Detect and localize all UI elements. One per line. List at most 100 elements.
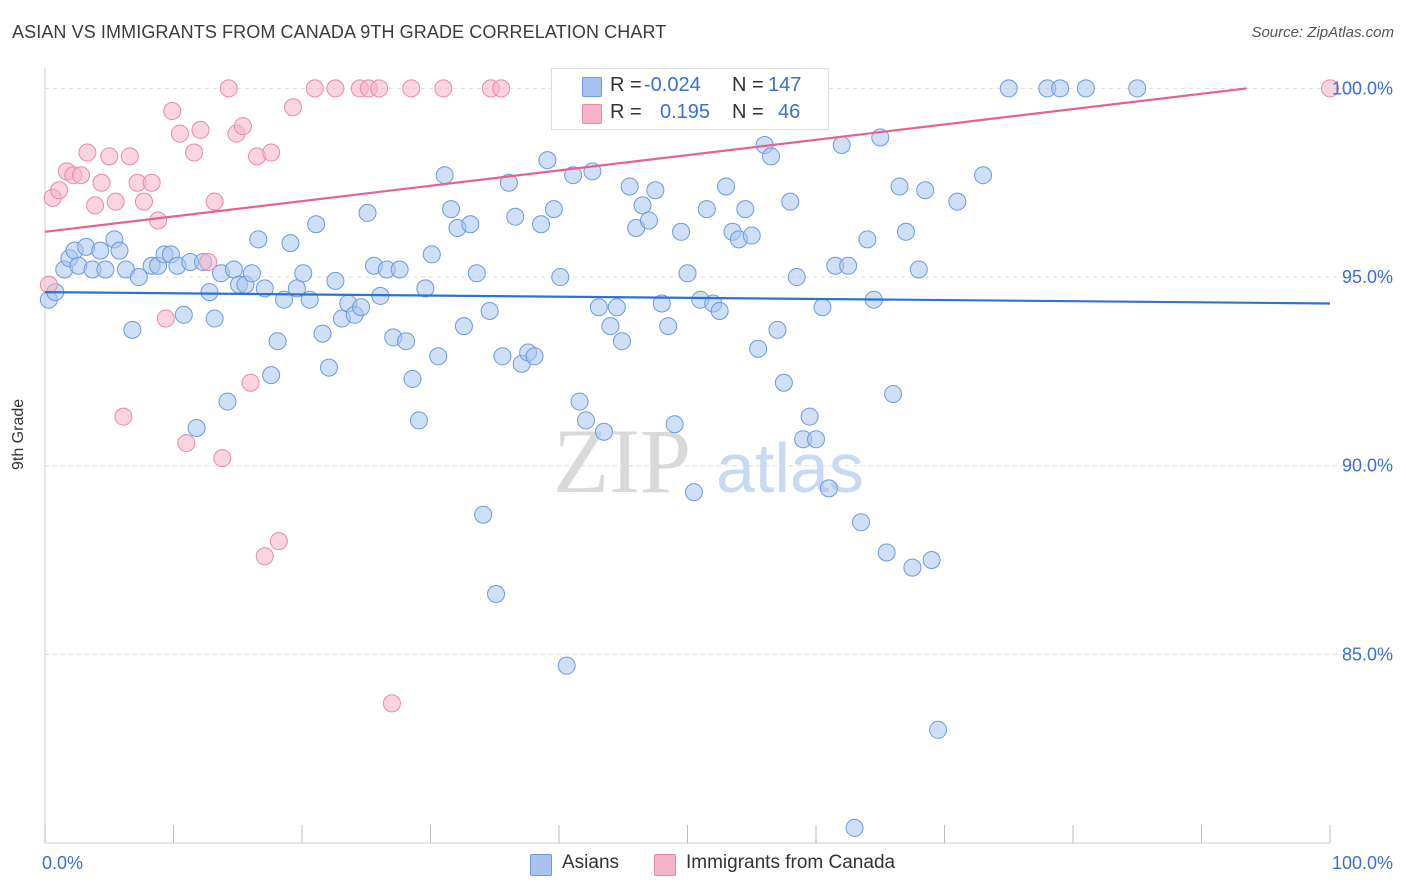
data-point: [106, 192, 125, 211]
legend: R = -0.024 N = 147 R = 0.195 N = 46: [551, 68, 829, 130]
bottom-legend-label-asians: Asians: [562, 852, 620, 873]
data-point: [659, 317, 678, 336]
data-point: [163, 102, 182, 121]
data-point: [884, 385, 903, 404]
data-point: [205, 309, 224, 328]
data-point: [255, 547, 274, 566]
data-point: [652, 294, 671, 313]
data-point: [205, 192, 224, 211]
data-point: [749, 339, 768, 358]
legend-n-value: 46: [778, 101, 801, 123]
data-point: [39, 275, 58, 294]
data-point: [492, 79, 511, 98]
data-point: [149, 211, 168, 230]
data-point: [434, 79, 453, 98]
data-point: [594, 422, 613, 441]
data-point: [199, 252, 218, 271]
data-point: [422, 245, 441, 264]
data-point: [307, 215, 326, 234]
data-point: [129, 268, 148, 287]
data-point: [382, 694, 401, 713]
data-point: [487, 584, 506, 603]
data-point: [672, 222, 691, 241]
watermark-atlas: atlas: [716, 429, 864, 507]
data-point: [435, 166, 454, 185]
data-point: [896, 222, 915, 241]
data-point: [557, 656, 576, 675]
data-point: [532, 215, 551, 234]
data-point: [832, 136, 851, 155]
data-point: [1128, 79, 1147, 98]
data-point: [787, 268, 806, 287]
data-point: [819, 479, 838, 498]
data-point: [91, 241, 110, 260]
data-point: [678, 264, 697, 283]
data-point: [403, 369, 422, 388]
data-point: [544, 200, 563, 219]
data-point: [409, 411, 428, 430]
data-point: [493, 347, 512, 366]
data-point: [96, 260, 115, 279]
data-point: [620, 177, 639, 196]
data-point: [974, 166, 993, 185]
y-tick-label: 85.0%: [1342, 644, 1393, 664]
data-point: [909, 260, 928, 279]
trend-line: [44, 291, 1331, 305]
data-point: [78, 143, 97, 162]
data-point: [877, 543, 896, 562]
data-point: [71, 166, 90, 185]
legend-r-value: 0.195: [660, 101, 711, 123]
data-point: [570, 392, 589, 411]
data-point: [601, 317, 620, 336]
data-point: [123, 320, 142, 339]
data-point: [319, 358, 338, 377]
data-point: [218, 392, 237, 411]
data-point: [845, 818, 864, 837]
data-point: [390, 260, 409, 279]
data-point: [402, 79, 421, 98]
data-point: [326, 271, 345, 290]
data-point: [774, 373, 793, 392]
x-tick-label-max: 100.0%: [1332, 853, 1393, 873]
data-point: [762, 147, 781, 166]
data-point: [281, 234, 300, 253]
legend-n-label: N =: [732, 101, 764, 123]
data-point: [86, 196, 105, 215]
data-point: [213, 449, 232, 468]
data-point: [416, 279, 435, 298]
trend-line: [44, 87, 1247, 233]
data-point: [1076, 79, 1095, 98]
data-point: [442, 200, 461, 219]
grid-lines: [45, 87, 1388, 655]
data-point: [916, 181, 935, 200]
data-point: [717, 177, 736, 196]
chart-source: Source: ZipAtlas.com: [1251, 24, 1394, 41]
bottom-legend-swatch-immigrants: [654, 854, 676, 876]
data-point: [813, 298, 832, 317]
data-point: [781, 192, 800, 211]
data-point: [185, 143, 204, 162]
data-point: [224, 260, 243, 279]
data-point: [461, 215, 480, 234]
data-point: [506, 207, 525, 226]
data-point: [110, 241, 129, 260]
data-point: [858, 230, 877, 249]
data-point: [262, 366, 281, 385]
data-point: [100, 147, 119, 166]
data-point: [576, 411, 595, 430]
data-point: [525, 347, 544, 366]
data-point: [538, 151, 557, 170]
data-point: [999, 79, 1018, 98]
data-point: [313, 324, 332, 343]
data-point: [287, 279, 306, 298]
legend-n-value: 147: [768, 74, 802, 96]
bottom-legend-label-immigrants: Immigrants from Canada: [686, 852, 896, 873]
data-point: [142, 173, 161, 192]
data-point: [564, 166, 583, 185]
data-point: [114, 407, 133, 426]
data-point: [219, 79, 238, 98]
data-point: [269, 532, 288, 551]
data-point: [177, 434, 196, 453]
legend-r-label: R =: [610, 101, 642, 123]
data-point: [890, 177, 909, 196]
